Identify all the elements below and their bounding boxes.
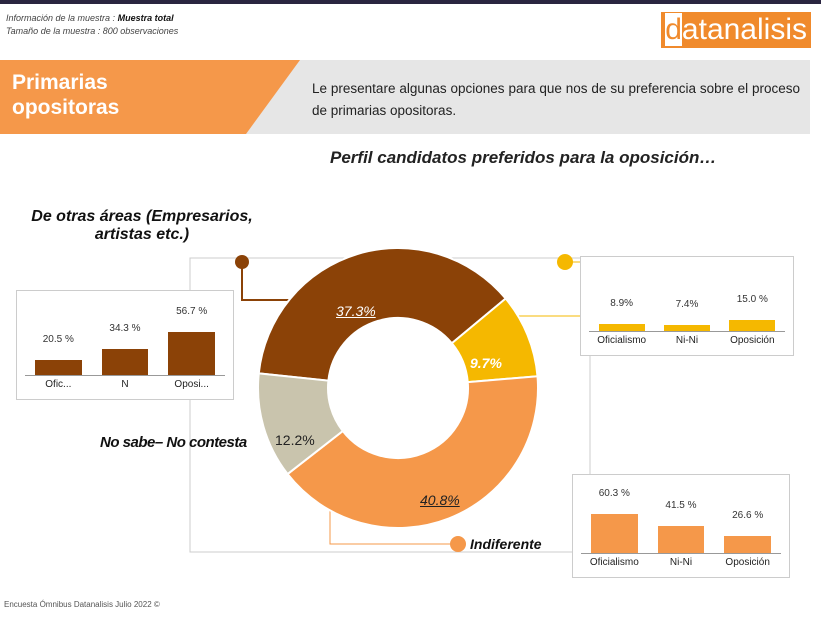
donut-slice bbox=[257, 247, 508, 382]
bar-value-label: 7.4% bbox=[675, 299, 699, 311]
bar-value-label: 34.3 % bbox=[109, 323, 141, 335]
label-otras-areas: De otras áreas (Empresarios, artistas et… bbox=[31, 208, 253, 243]
datanalisis-logo: datanalisis bbox=[661, 12, 811, 48]
bar bbox=[598, 324, 645, 331]
chart-title: Perfil candidatos preferidos para la opo… bbox=[330, 148, 717, 167]
bar bbox=[724, 535, 771, 553]
bar bbox=[168, 332, 215, 375]
marker-yellow bbox=[557, 254, 573, 270]
category-label: N bbox=[121, 379, 129, 390]
slice-label-yellow: 9.7% bbox=[470, 355, 502, 371]
mini-chart-otras-areas: 20.5 % Ofic... 34.3 % N 56.7 % Oposi... bbox=[16, 290, 234, 400]
mini-chart-indiferente: 60.3 % Oficialismo 41.5 % Ni-Ni 26.6 % Oposic… bbox=[572, 474, 790, 578]
category-label: Oposición bbox=[725, 557, 770, 568]
footer-source: Encuesta Ómnibus Datanalisis Julio 2022 … bbox=[4, 600, 160, 609]
bar bbox=[591, 514, 638, 553]
bar bbox=[729, 319, 776, 331]
category-label: Ni-Ni bbox=[669, 557, 693, 568]
intro-text: Le presentare algunas opciones para que … bbox=[312, 81, 800, 118]
category-label: Oficialismo bbox=[589, 557, 639, 568]
marker-brown bbox=[235, 255, 249, 269]
axis-line bbox=[589, 331, 785, 332]
slice-label-orange: 40.8% bbox=[420, 492, 460, 508]
bar bbox=[35, 359, 82, 375]
bar-value-label: 56.7 % bbox=[176, 306, 208, 318]
bar-value-label: 60.3 % bbox=[598, 488, 630, 500]
bar bbox=[101, 349, 149, 375]
bar-value-label: 8.9% bbox=[610, 298, 634, 310]
bar-value-label: 15.0 % bbox=[736, 293, 768, 305]
slice-label-gray: 12.2% bbox=[275, 432, 315, 448]
mini-chart-yellow: 8.9% Oficialismo 7.4% Ni-Ni 15.0 % Oposición bbox=[580, 256, 794, 356]
category-label: Oficialismo bbox=[597, 335, 647, 346]
section-box bbox=[0, 60, 300, 134]
donut-slice bbox=[257, 372, 345, 476]
axis-line bbox=[25, 375, 225, 376]
axis-line bbox=[581, 553, 781, 554]
donut-slice bbox=[286, 375, 539, 529]
top-bar bbox=[0, 0, 821, 4]
bar bbox=[657, 526, 705, 553]
category-label: Ni-Ni bbox=[675, 335, 699, 346]
bar-value-label: 41.5 % bbox=[665, 500, 697, 512]
bar-value-label: 20.5 % bbox=[42, 333, 74, 345]
category-label: Ofic... bbox=[45, 379, 72, 390]
category-label: Oposición bbox=[730, 335, 775, 346]
section-title: Primarias opositoras bbox=[12, 71, 120, 119]
bar-value-label: 26.6 % bbox=[732, 509, 764, 521]
category-label: Oposi... bbox=[174, 379, 209, 390]
marker-orange bbox=[450, 536, 466, 552]
slice-label-brown: 37.3% bbox=[336, 303, 376, 319]
label-no-sabe: No sabe– No contesta bbox=[100, 434, 247, 451]
bar bbox=[664, 325, 710, 331]
label-indiferente: Indiferente bbox=[470, 536, 542, 552]
sample-info: Información de la muestra : Muestra tota… bbox=[6, 13, 179, 36]
